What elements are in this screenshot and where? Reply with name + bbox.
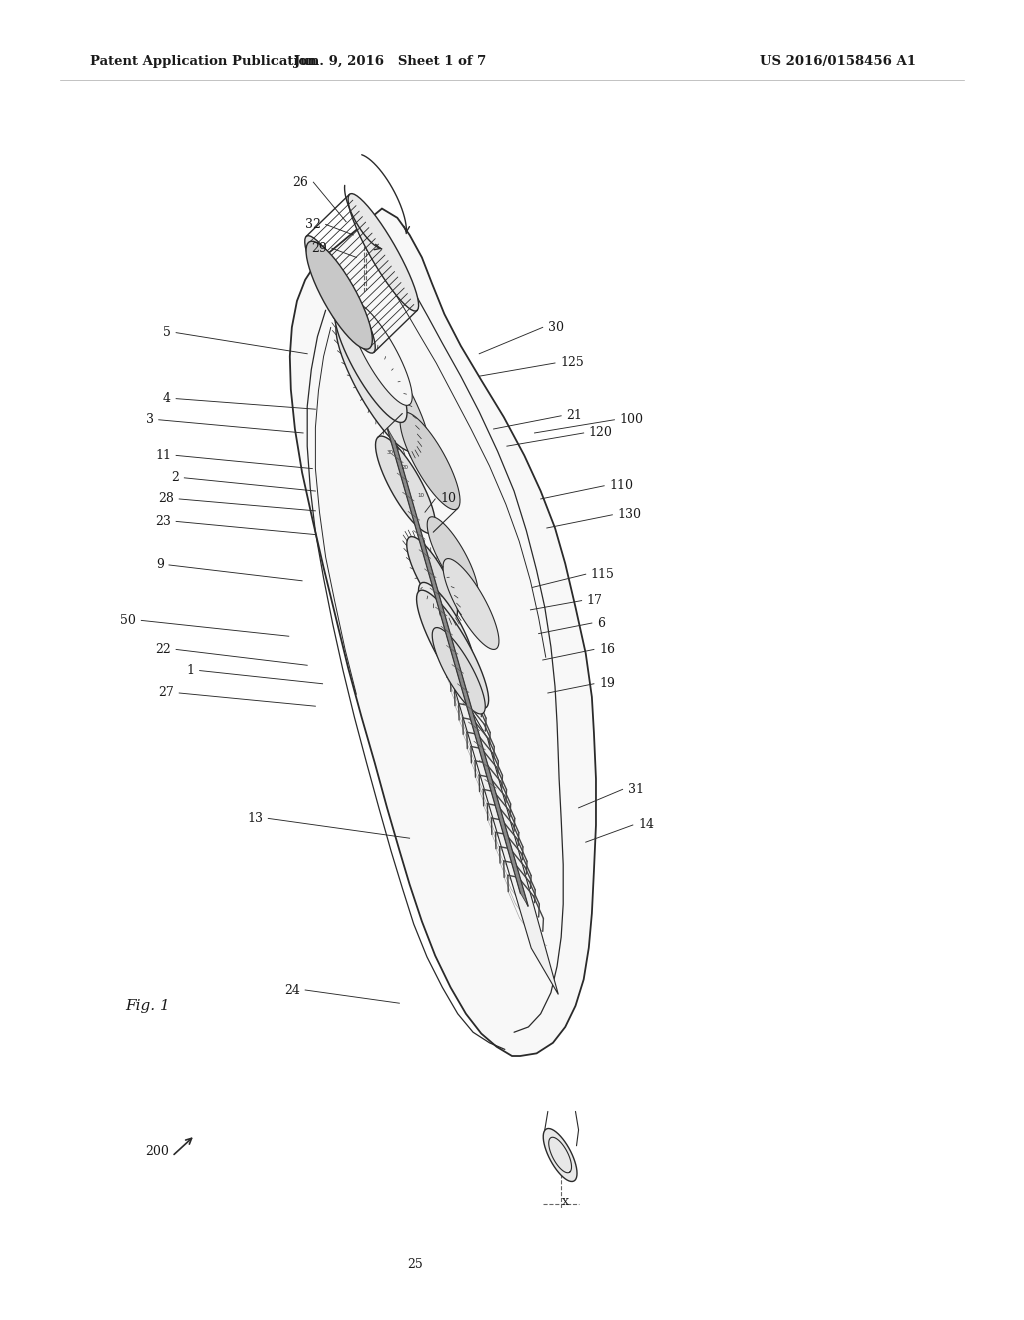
Text: 29: 29 — [311, 242, 327, 255]
Text: 19: 19 — [599, 677, 615, 690]
Text: 20: 20 — [401, 466, 409, 470]
Text: 200: 200 — [145, 1144, 169, 1158]
Polygon shape — [290, 209, 596, 1056]
Text: 26: 26 — [292, 176, 308, 189]
Text: 30: 30 — [548, 321, 564, 334]
Text: 11: 11 — [155, 449, 171, 462]
Text: 27: 27 — [159, 686, 174, 700]
Text: 30: 30 — [387, 450, 394, 455]
Text: 125: 125 — [560, 356, 584, 370]
Text: Fig. 1: Fig. 1 — [125, 999, 170, 1012]
Text: 2: 2 — [171, 471, 179, 484]
Polygon shape — [544, 1129, 578, 1181]
Text: 4: 4 — [163, 392, 171, 405]
Text: 130: 130 — [617, 508, 641, 521]
Text: 28: 28 — [158, 492, 174, 506]
Text: 14: 14 — [638, 818, 654, 832]
Text: 3: 3 — [145, 413, 154, 426]
Text: 120: 120 — [589, 426, 612, 440]
Polygon shape — [417, 590, 488, 709]
Text: 110: 110 — [609, 479, 633, 492]
Text: 115: 115 — [591, 568, 614, 581]
Text: 100: 100 — [620, 413, 643, 426]
Text: 32: 32 — [304, 218, 321, 231]
Text: US 2016/0158456 A1: US 2016/0158456 A1 — [760, 55, 916, 69]
Polygon shape — [306, 242, 373, 350]
Polygon shape — [443, 558, 499, 649]
Polygon shape — [305, 236, 375, 354]
Text: 24: 24 — [284, 983, 300, 997]
Text: 25: 25 — [408, 1258, 423, 1271]
Text: 17: 17 — [587, 594, 603, 607]
Polygon shape — [387, 429, 528, 906]
Text: 9: 9 — [156, 558, 164, 572]
Text: 6: 6 — [597, 616, 605, 630]
Polygon shape — [335, 304, 407, 422]
Polygon shape — [348, 194, 419, 312]
Text: 16: 16 — [599, 643, 615, 656]
Text: 10: 10 — [417, 492, 424, 498]
Polygon shape — [400, 412, 460, 510]
Polygon shape — [451, 675, 558, 994]
Polygon shape — [419, 582, 474, 673]
Text: Patent Application Publication: Patent Application Publication — [90, 55, 316, 69]
Polygon shape — [427, 516, 478, 599]
Text: 10: 10 — [440, 492, 457, 506]
Text: x: x — [561, 1195, 568, 1208]
Text: 23: 23 — [155, 515, 171, 528]
Text: 31: 31 — [628, 783, 644, 796]
Polygon shape — [336, 318, 418, 451]
Text: 5: 5 — [163, 326, 171, 339]
Text: 21: 21 — [566, 409, 583, 422]
Polygon shape — [407, 537, 458, 619]
Text: 50: 50 — [120, 614, 136, 627]
Polygon shape — [376, 436, 435, 533]
Text: Jun. 9, 2016   Sheet 1 of 7: Jun. 9, 2016 Sheet 1 of 7 — [294, 55, 486, 69]
Polygon shape — [349, 308, 427, 440]
Text: 13: 13 — [247, 812, 263, 825]
Text: 22: 22 — [156, 643, 171, 656]
Text: 1: 1 — [186, 664, 195, 677]
Polygon shape — [432, 627, 485, 714]
Polygon shape — [349, 302, 413, 405]
